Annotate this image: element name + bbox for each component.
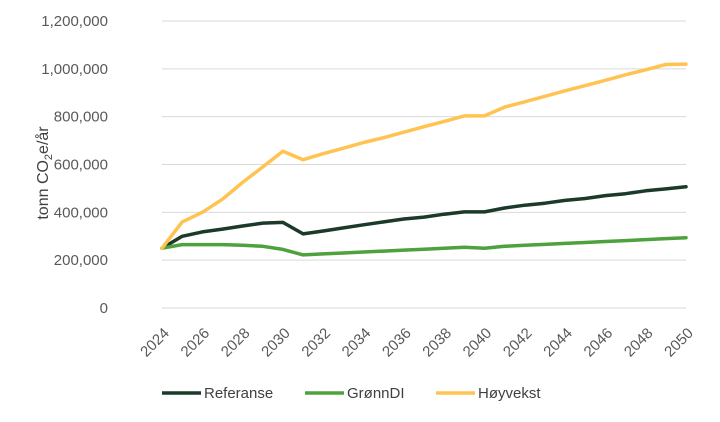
x-tick-label: 2038 — [419, 325, 455, 361]
series-line-GrønnDI — [160, 235, 688, 257]
x-tick-label: 2030 — [258, 325, 294, 361]
y-tick-label: 1,000,000 — [41, 61, 108, 78]
legend-item: GrønnDI — [305, 385, 405, 402]
y-tick-label: 800,000 — [54, 109, 108, 126]
legend-label: Høyvekst — [478, 385, 541, 402]
y-axis-label-tail: e/år — [34, 126, 52, 154]
y-tick-label: 400,000 — [54, 204, 108, 221]
x-tick-label: 2050 — [661, 325, 697, 361]
legend-label: Referanse — [204, 385, 273, 402]
y-axis-ticks: 0 200,000 400,000 600,000 800,000 1,000,000 1,… — [41, 13, 108, 317]
x-tick-label: 2044 — [540, 325, 576, 361]
y-axis-label-text: tonn CO2e/år — [34, 126, 55, 220]
gridlines — [162, 20, 686, 309]
x-tick-label: 2024 — [137, 325, 173, 361]
series-lines — [160, 62, 688, 257]
y-axis-label-main: tonn CO — [35, 160, 52, 220]
y-tick-label: 1,200,000 — [41, 13, 108, 30]
x-axis-ticks: 2024 2026 2028 2030 2032 2034 2036 2038 2040 2042… — [137, 325, 697, 361]
x-tick-label: 2046 — [581, 325, 617, 361]
y-tick-label: 200,000 — [54, 252, 108, 269]
y-axis-label: tonn CO2e/år — [34, 126, 55, 220]
y-tick-label: 600,000 — [54, 157, 108, 174]
x-tick-label: 2026 — [178, 325, 214, 361]
x-tick-label: 2028 — [218, 325, 254, 361]
x-tick-label: 2048 — [621, 325, 657, 361]
x-tick-label: 2036 — [379, 325, 415, 361]
legend-item: Høyvekst — [436, 385, 541, 402]
legend: Referanse GrønnDI Høyvekst — [162, 385, 541, 402]
y-tick-label: 0 — [100, 300, 108, 317]
x-tick-label: 2034 — [339, 325, 375, 361]
legend-item: Referanse — [162, 385, 273, 402]
x-tick-label: 2040 — [460, 325, 496, 361]
series-line-Høyvekst — [160, 62, 688, 250]
y-axis-label-subscript: 2 — [43, 154, 55, 160]
legend-label: GrønnDI — [347, 385, 405, 402]
series-line-Referanse — [160, 184, 688, 250]
x-tick-label: 2042 — [500, 325, 536, 361]
x-tick-label: 2032 — [298, 325, 334, 361]
